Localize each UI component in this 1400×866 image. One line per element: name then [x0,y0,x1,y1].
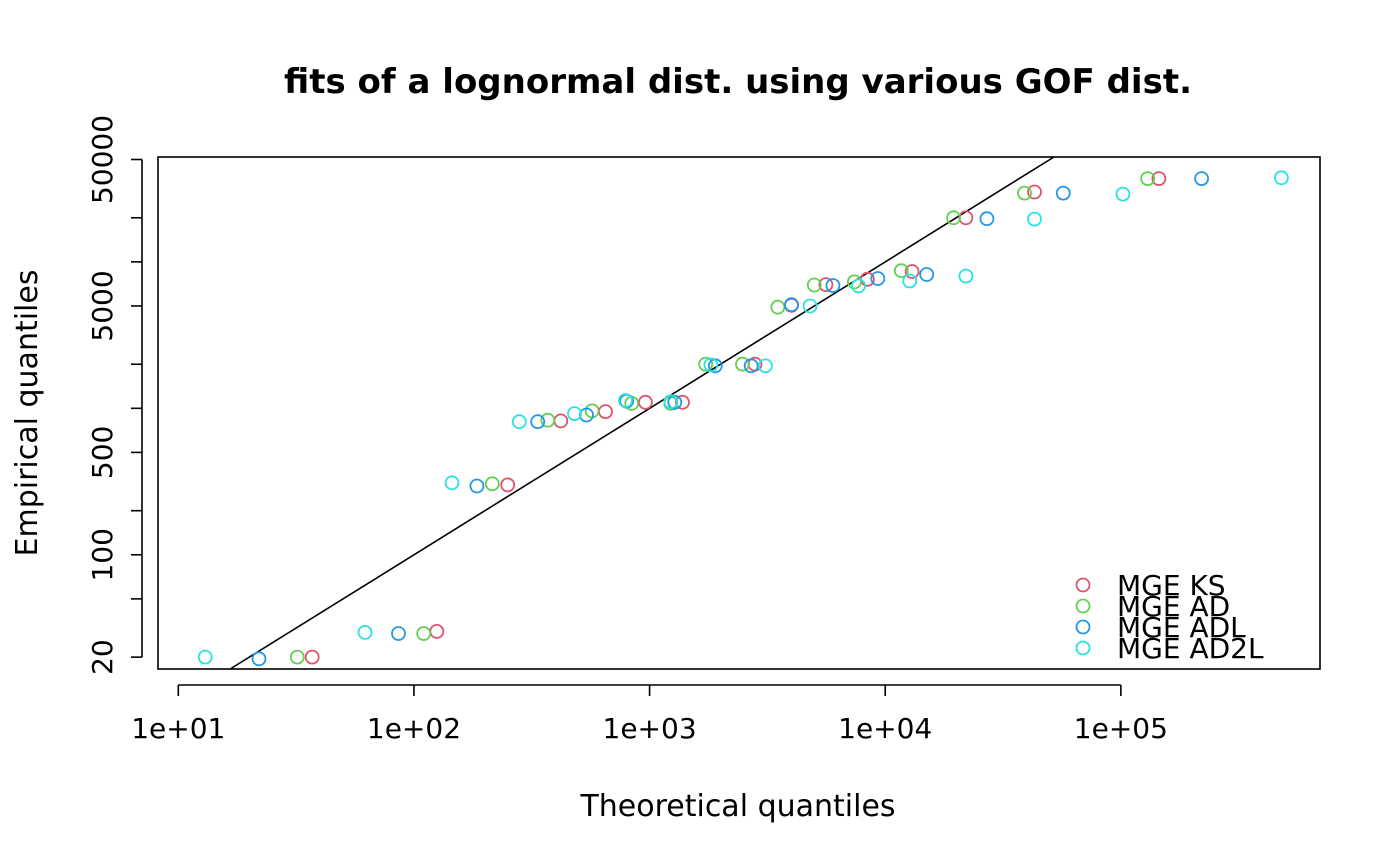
data-point [416,626,432,641]
y-tick-label: 100 [86,528,119,581]
legend-item: MGE AD [1075,590,1230,623]
data-point [567,406,582,422]
data-point [893,263,909,279]
data-point [847,274,862,290]
data-point [1115,186,1131,202]
data-point [784,297,799,313]
x-tick-label: 1e+02 [367,712,461,745]
data-point [825,278,841,293]
y-tick-label: 500 [86,426,119,479]
data-point [902,273,918,289]
data-point [818,277,834,293]
points-layer [197,170,1289,667]
data-point [1027,184,1042,200]
legend-label: MGE AD2L [1117,632,1264,665]
data-point [500,477,516,493]
y-axis-label: Empirical quantiles [10,270,45,557]
series-2 [289,171,1156,665]
data-point [469,478,485,494]
x-tick-label: 1e+04 [838,712,932,745]
data-point [802,298,818,314]
data-point [1017,185,1032,201]
data-point [511,414,527,430]
data-point [289,649,305,665]
x-axis: 1e+01 1e+02 1e+03 1e+04 1e+05 [131,684,1168,745]
legend-marker [1075,640,1091,656]
data-point [530,414,546,430]
data-point [958,210,974,226]
x-tick-label: 1e+01 [131,712,225,745]
data-point [806,277,822,293]
data-point [703,357,719,373]
y-tick-label: 5000 [86,270,119,341]
data-point [444,475,460,491]
series-3 [251,171,1209,667]
legend-item: MGE KS [1075,569,1226,602]
chart-title: fits of a lognormal dist. using various … [284,62,1192,102]
reference-line-layer [229,156,1055,670]
legend-marker [1075,598,1091,614]
data-point [1140,171,1156,187]
data-point [197,649,213,665]
data-point [618,393,633,408]
y-axis: 20 100 500 5000 50000 [86,115,143,675]
data-point [946,210,961,226]
legend-label: MGE KS [1117,569,1226,602]
data-point [851,278,866,294]
data-point [391,626,406,641]
data-point [484,476,500,492]
data-point [429,624,445,639]
data-point [598,404,613,420]
series-1 [304,171,1167,665]
data-point [958,268,974,284]
x-tick-label: 1e+05 [1074,712,1168,745]
data-point [1027,211,1042,227]
x-axis-label: Theoretical quantiles [579,789,895,824]
data-point [304,649,320,665]
plot-area [157,156,1321,670]
data-point [1151,171,1167,187]
data-point [1055,185,1071,201]
data-point [251,651,267,667]
data-point [770,299,786,315]
data-point [758,358,773,374]
y-tick-label: 20 [86,639,119,675]
data-point [553,413,569,429]
y-tick-label: 50000 [86,115,119,204]
data-point [357,625,373,640]
x-tick-label: 1e+03 [603,712,697,745]
legend-item: MGE AD2L [1075,632,1264,665]
data-point [1194,171,1209,187]
data-point [698,356,714,372]
data-point [638,394,653,410]
data-point [663,394,679,410]
legend-item: MGE ADL [1075,611,1246,644]
legend-marker [1075,577,1091,593]
data-point [904,264,920,279]
data-point [540,412,556,428]
legend-marker [1075,619,1091,635]
series-4 [197,170,1289,665]
data-point [870,271,886,286]
data-point [1274,170,1289,186]
legend-label: MGE ADL [1117,611,1246,644]
data-point [735,356,750,372]
legend-label: MGE AD [1117,590,1230,623]
data-point [743,358,759,374]
data-point [919,267,935,282]
plot-frame [157,156,1321,670]
reference-line [229,156,1055,670]
data-point [675,394,690,410]
data-point [979,211,995,227]
